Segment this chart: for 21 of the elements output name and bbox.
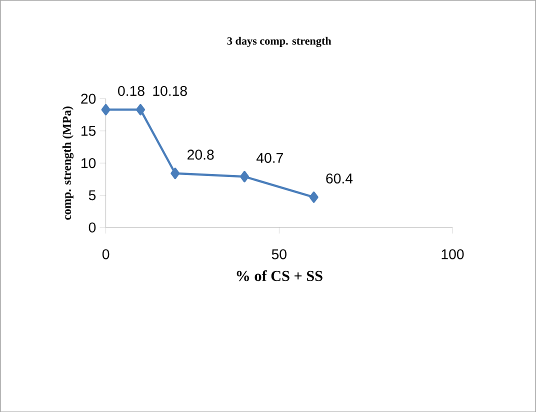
y-axis-title: comp. strength (MPa) (62, 106, 74, 220)
y-tick-label: 5 (88, 190, 96, 200)
point (309, 191, 318, 203)
point (170, 168, 180, 179)
annotation: 20.8 (188, 149, 214, 160)
y-tick-label: 0 (88, 222, 96, 232)
annotation: 40.7 (256, 152, 283, 163)
x-tick-label: 100 (442, 249, 464, 260)
annotation: 0.18 (118, 86, 144, 96)
annotation: 10.18 (153, 86, 187, 96)
x-tick-label: 0 (102, 249, 110, 260)
annotation: 60.4 (326, 173, 353, 184)
x-axis-title: % of CS + SS (236, 270, 322, 281)
x-tick-label: 50 (272, 249, 286, 260)
y-tick-label: 20 (81, 94, 96, 104)
y-tick-label: 15 (82, 126, 96, 136)
point (240, 170, 250, 182)
y-tick-label: 10 (82, 158, 96, 168)
chart-title: 3 days comp. strength (227, 36, 332, 47)
point (136, 104, 146, 116)
point (101, 104, 110, 116)
